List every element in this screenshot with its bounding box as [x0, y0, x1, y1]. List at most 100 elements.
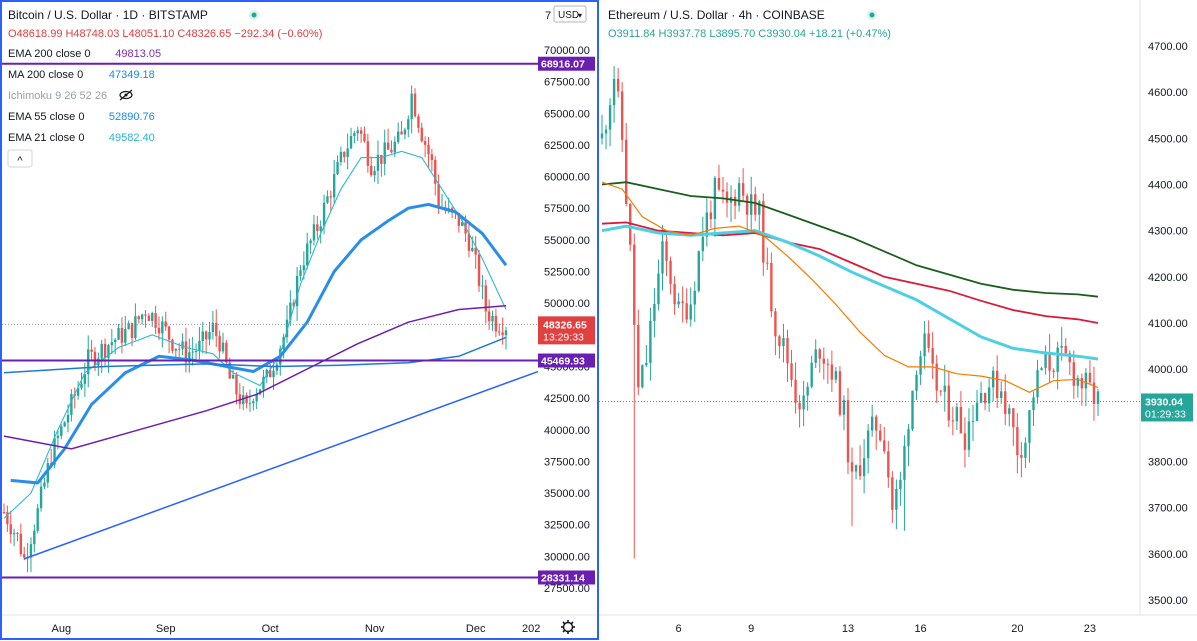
- currency-button[interactable]: [553, 5, 587, 23]
- btc-indicator-name: EMA 200 close 0: [8, 48, 91, 60]
- btc-candle: [268, 370, 272, 377]
- btc-candle: [43, 482, 46, 487]
- btc-x-tick: Oct: [262, 623, 279, 635]
- btc-candle: [161, 321, 164, 334]
- btc-candle: [376, 154, 380, 171]
- btc-candle: [228, 362, 231, 379]
- eth-price-axis[interactable]: 4700.00 4600.00 4500.00 4400.00 4300.00 4200.…: [1141, 41, 1193, 607]
- btc-candle: [211, 322, 215, 332]
- eth-candle: [1016, 427, 1019, 456]
- btc-candle: [83, 374, 87, 384]
- eth-candle: [899, 479, 902, 489]
- btc-candle: [140, 314, 144, 320]
- eth-candle: [721, 189, 725, 192]
- eth-symbol-title[interactable]: Ethereum / U.S. Dollar · 4h · COINBASE: [608, 8, 825, 22]
- btc-price-label: 48326.65: [543, 319, 587, 331]
- btc-chart-plot[interactable]: [2, 62, 539, 579]
- eth-candle: [786, 338, 789, 364]
- btc-candle: [393, 141, 397, 153]
- btc-candle: [501, 332, 504, 336]
- btc-candle: [12, 533, 16, 535]
- eth-time-axis[interactable]: 6 9 13 16 20 23: [676, 623, 1097, 635]
- eth-candle: [919, 356, 922, 375]
- btc-y-tick: 52500.00: [544, 267, 590, 279]
- btc-x-tick: Aug: [51, 623, 71, 635]
- btc-candle: [353, 133, 356, 137]
- btc-indicator-value: 47349.18: [109, 69, 155, 81]
- btc-candle: [56, 435, 60, 438]
- btc-candle: [9, 524, 12, 535]
- btc-candle: [16, 533, 19, 535]
- btc-candle: [434, 160, 437, 184]
- eth-candle: [794, 379, 797, 403]
- eth-candle: [1056, 347, 1059, 372]
- btc-time-axis[interactable]: Aug Sep Oct Nov Dec 202: [51, 623, 540, 635]
- btc-candle: [285, 319, 289, 338]
- btc-y-tick: 67500.00: [544, 77, 590, 89]
- eth-candle: [875, 416, 878, 431]
- eth-candle: [766, 262, 769, 264]
- btc-price-axis[interactable]: 70000.00 67500.00 65000.00 62500.00 60000.00…: [538, 45, 595, 595]
- btc-y-tick: 70000.00: [544, 45, 590, 57]
- collapse-indicators-button[interactable]: [7, 149, 33, 168]
- eth-candle: [725, 191, 729, 203]
- btc-symbol-title[interactable]: Bitcoin / U.S. Dollar · 1D · BITSTAMP: [8, 8, 208, 22]
- eth-candle: [858, 465, 862, 477]
- btc-candle: [107, 345, 110, 358]
- btc-candle: [474, 247, 477, 255]
- btc-y-tick: 30000.00: [544, 551, 590, 563]
- btc-candle: [498, 331, 501, 333]
- eth-x-tick: 13: [842, 623, 854, 635]
- eth-chart-plot[interactable]: [599, 66, 1140, 559]
- btc-candle: [242, 395, 245, 405]
- btc-candle: [80, 383, 83, 388]
- eth-candle: [770, 262, 773, 312]
- btc-candle: [90, 349, 93, 352]
- eth-candle: [967, 421, 971, 450]
- eth-candle: [705, 212, 709, 237]
- eye-slash-icon[interactable]: [119, 89, 133, 101]
- btc-y-tick: 40000.00: [544, 425, 590, 437]
- eth-candle: [653, 303, 656, 321]
- eth-candle: [669, 260, 672, 284]
- eth-candle: [733, 196, 737, 206]
- eth-candle: [689, 304, 692, 320]
- btc-candle: [289, 302, 292, 320]
- eth-candle: [1060, 345, 1063, 348]
- eth-short-ma-line: [601, 181, 1099, 393]
- eth-candle: [665, 241, 668, 261]
- eth-candle: [657, 273, 660, 304]
- btc-candle: [366, 141, 370, 166]
- eth-candle: [842, 400, 846, 415]
- btc-candle: [400, 131, 403, 135]
- btc-candle: [349, 136, 353, 149]
- btc-candle: [124, 329, 127, 343]
- eth-candle: [1052, 370, 1055, 372]
- btc-candle: [29, 544, 33, 558]
- eth-candle: [608, 105, 612, 130]
- eth-candle: [604, 129, 608, 134]
- eth-candle: [1012, 408, 1015, 428]
- eth-y-tick: 4700.00: [1148, 41, 1188, 53]
- btc-candle: [299, 270, 302, 276]
- eth-candle: [891, 477, 894, 510]
- btc-candle: [326, 196, 329, 203]
- btc-candle: [66, 414, 70, 423]
- btc-candle: [46, 463, 49, 483]
- eth-candle: [717, 177, 721, 190]
- btc-ema55-line: [10, 202, 508, 485]
- btc-candle: [6, 512, 9, 525]
- btc-candle: [373, 170, 376, 176]
- eth-candle: [931, 348, 934, 364]
- eth-candle: [943, 385, 946, 392]
- eth-candle: [1064, 345, 1067, 354]
- eth-candle: [907, 429, 910, 446]
- btc-candle: [292, 302, 295, 307]
- eth-candle: [661, 241, 664, 274]
- eth-candle: [947, 385, 950, 421]
- btc-candle: [430, 154, 434, 161]
- eth-candle: [677, 301, 680, 305]
- gear-icon[interactable]: [561, 620, 575, 634]
- eth-candle: [810, 362, 813, 387]
- btc-candle: [322, 202, 326, 227]
